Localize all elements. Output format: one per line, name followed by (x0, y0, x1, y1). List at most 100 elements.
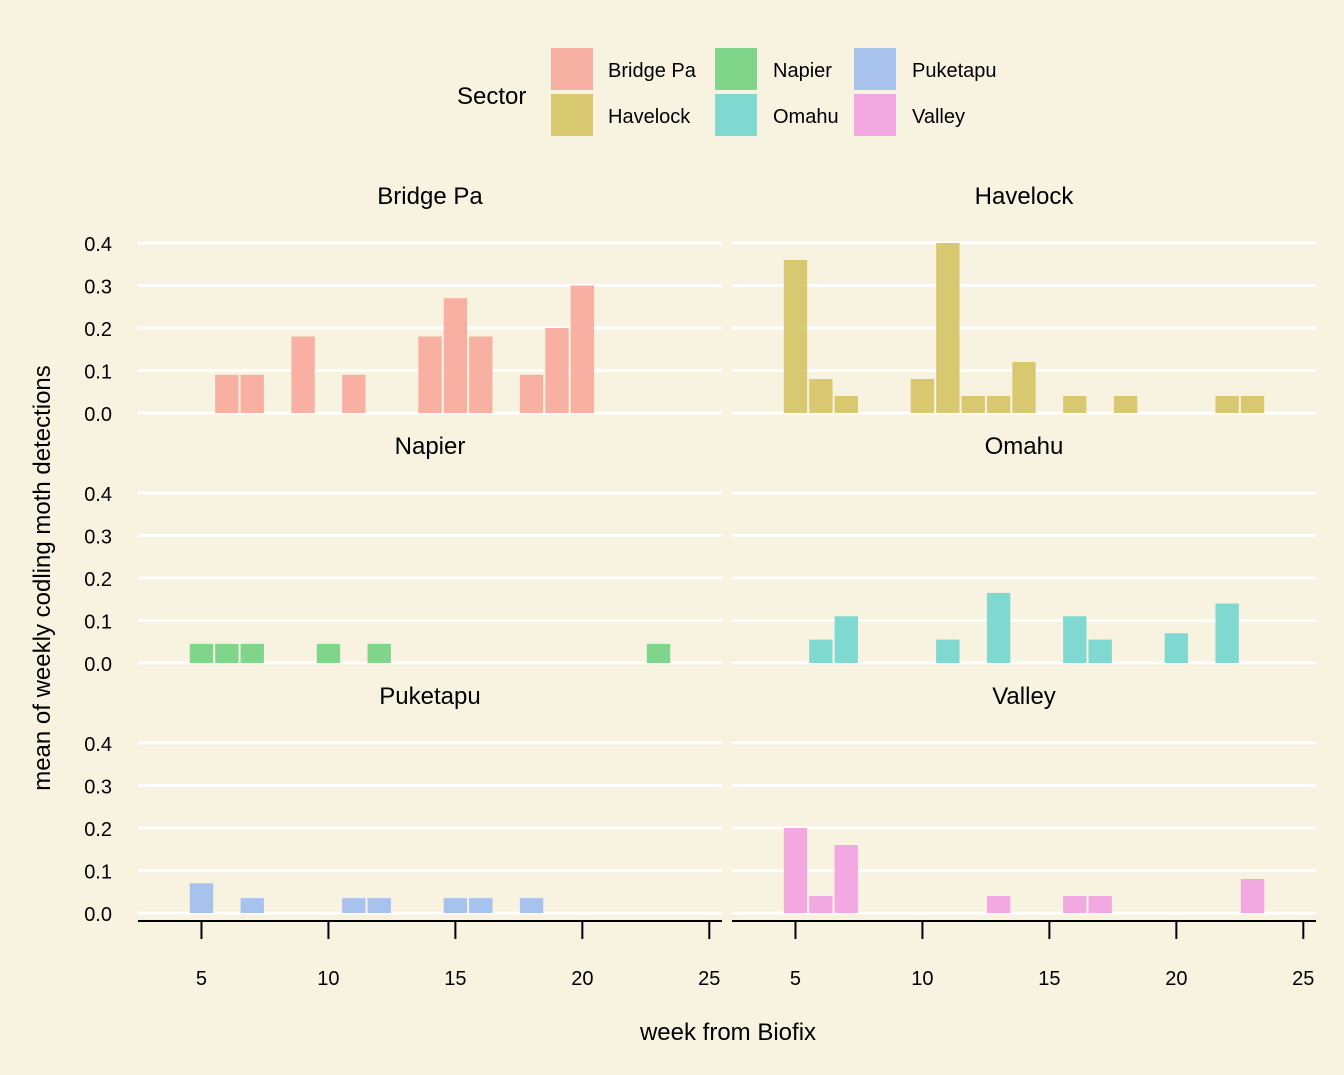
bar (646, 643, 671, 663)
y-tick-label: 0.4 (84, 734, 112, 756)
bar (1113, 396, 1138, 413)
bar (469, 898, 493, 913)
legend: Sector Bridge Pa Havelock Napier Omahu Puketa… (457, 48, 997, 136)
x-tick-label: 25 (698, 968, 720, 990)
y-tick-label: 0.2 (84, 819, 112, 841)
bar (783, 828, 808, 913)
legend-key-havelock (551, 94, 593, 136)
bar (961, 396, 985, 413)
legend-key-omahu (715, 94, 757, 136)
bar (1063, 896, 1087, 913)
y-axis-label: mean of weekly codling moth detections (29, 365, 56, 791)
bar (469, 336, 493, 413)
bar (240, 898, 264, 913)
facet-panels: Bridge Pa Havelock Napier Omahu Puketapu Vall… (138, 183, 1316, 915)
bar (1164, 633, 1189, 663)
bar (936, 639, 960, 663)
x-tick-label: 15 (1038, 968, 1060, 990)
bar (834, 845, 858, 913)
panel-havelock: Havelock (732, 183, 1316, 415)
bar (240, 374, 264, 413)
bar (936, 243, 960, 413)
y-tick-label: 0.0 (84, 404, 112, 426)
y-tick-label: 0.3 (84, 277, 112, 299)
legend-key-puketapu (854, 48, 896, 90)
bar (1215, 396, 1239, 413)
legend-label: Puketapu (912, 60, 997, 82)
x-tick-label: 20 (571, 968, 593, 990)
bar (240, 643, 264, 663)
facet-title: Havelock (975, 183, 1075, 210)
y-tick-label: 0.1 (84, 612, 112, 634)
bar (1215, 603, 1239, 663)
bar (783, 260, 808, 413)
facet-title: Omahu (985, 433, 1064, 460)
bar (1063, 616, 1087, 663)
bar (367, 898, 391, 913)
bar (291, 336, 315, 413)
facet-title: Puketapu (379, 683, 480, 710)
panel-omahu: Omahu (732, 433, 1316, 665)
bar (809, 896, 833, 913)
bar (215, 374, 239, 413)
bar (342, 374, 366, 413)
y-tick-label: 0.4 (84, 234, 112, 256)
facet-title: Napier (395, 433, 466, 460)
bar (443, 298, 468, 413)
bar (809, 379, 833, 413)
panel-bridge-pa: Bridge Pa (138, 183, 722, 415)
legend-key-valley (854, 94, 896, 136)
bar (545, 328, 569, 413)
x-tick-label: 25 (1292, 968, 1314, 990)
bar (519, 374, 544, 413)
facet-title: Bridge Pa (377, 183, 483, 210)
bar (1012, 362, 1036, 413)
bar (316, 643, 341, 663)
bar (1088, 639, 1112, 663)
bar (986, 896, 1011, 913)
legend-label: Omahu (773, 106, 839, 128)
bar (809, 639, 833, 663)
bar (1240, 396, 1265, 413)
x-tick-label: 10 (911, 968, 933, 990)
panel-valley: Valley (732, 683, 1316, 915)
x-tick-label: 5 (196, 968, 207, 990)
legend-key-napier (715, 48, 757, 90)
legend-label: Bridge Pa (608, 60, 697, 82)
bar (1240, 879, 1265, 913)
legend-title: Sector (457, 83, 526, 110)
bar (834, 396, 858, 413)
x-tick-label: 10 (317, 968, 339, 990)
bar (986, 592, 1011, 663)
y-tick-label: 0.1 (84, 362, 112, 384)
x-tick-label: 15 (444, 968, 466, 990)
y-tick-label: 0.1 (84, 862, 112, 884)
x-axis-label: week from Biofix (639, 1019, 816, 1046)
bar (519, 898, 544, 913)
bar (1088, 896, 1112, 913)
bar (189, 643, 214, 663)
bar (910, 379, 935, 413)
legend-label: Havelock (608, 106, 691, 128)
panel-napier: Napier (138, 433, 722, 665)
y-tick-label: 0.2 (84, 319, 112, 341)
legend-key-bridge-pa (551, 48, 593, 90)
bar (367, 643, 391, 663)
x-tick-label: 20 (1165, 968, 1187, 990)
bar (570, 285, 595, 413)
x-tick-label: 5 (790, 968, 801, 990)
bar (342, 898, 366, 913)
bar (834, 616, 858, 663)
axes: 0.0 0.1 0.2 0.3 0.4 0.0 0.1 0.2 0.3 0.4 0.0 0.1 0.2 0… (84, 234, 1316, 990)
bar (189, 883, 214, 913)
legend-label: Valley (912, 106, 965, 128)
legend-label: Napier (773, 60, 832, 82)
bar (443, 898, 468, 913)
y-tick-label: 0.2 (84, 569, 112, 591)
y-tick-label: 0.0 (84, 654, 112, 676)
panel-puketapu: Puketapu (138, 683, 722, 915)
y-tick-label: 0.3 (84, 527, 112, 549)
y-tick-label: 0.0 (84, 904, 112, 926)
